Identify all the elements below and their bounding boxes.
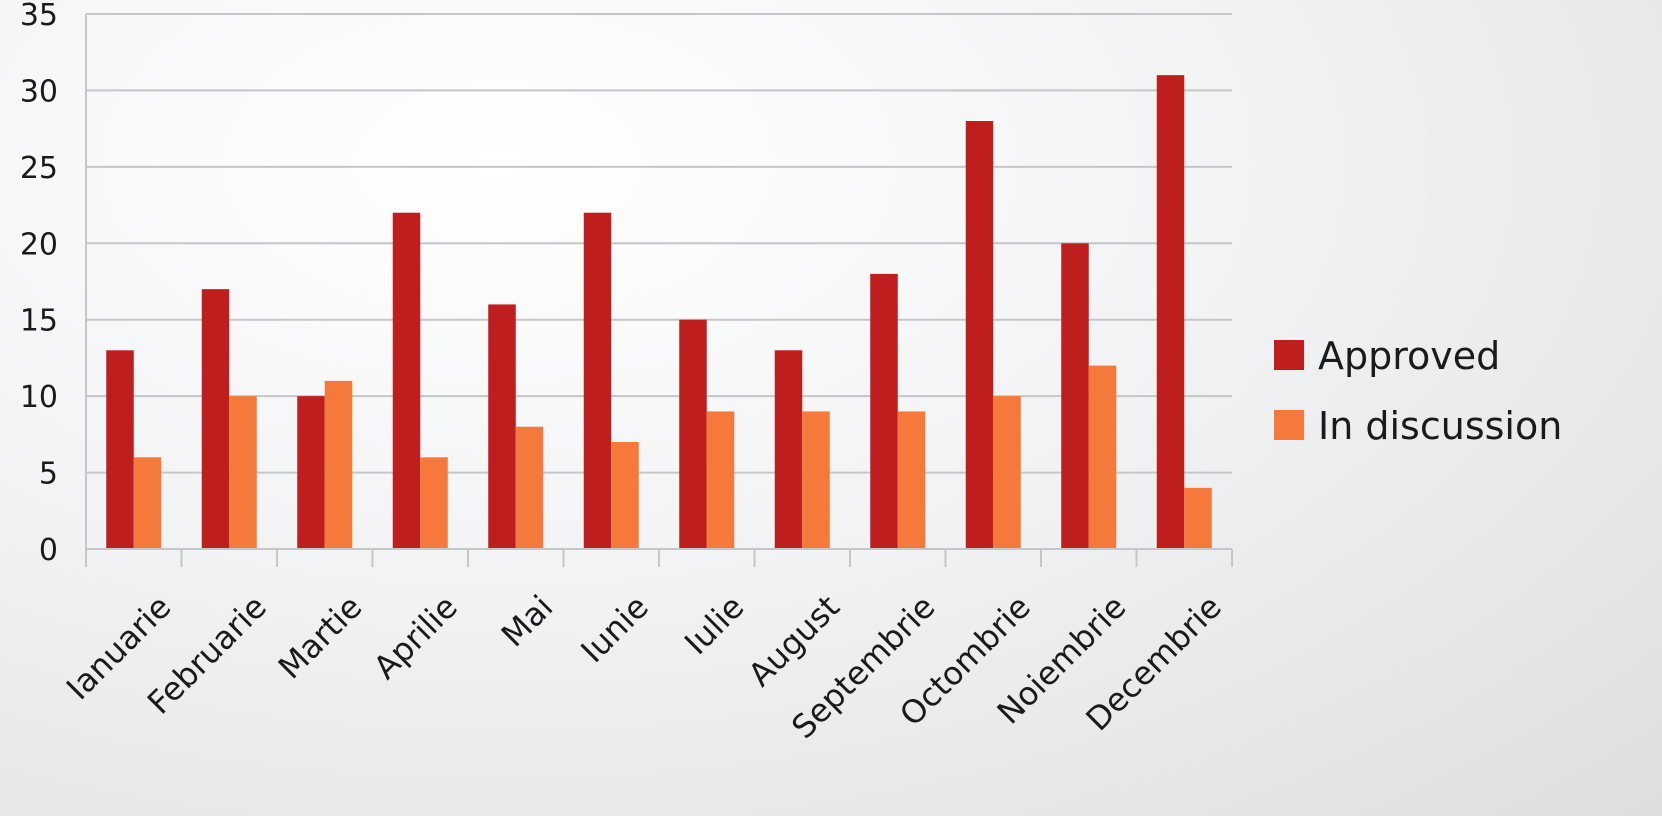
- bar-in-discussion: [229, 396, 257, 549]
- bar-approved: [488, 304, 516, 549]
- y-tick-label: 25: [20, 151, 58, 186]
- bar-approved: [870, 273, 898, 549]
- bar-approved: [965, 121, 994, 549]
- x-category-label: Aprilie: [366, 588, 465, 687]
- grid-lines: [86, 13, 1232, 474]
- x-category-label: Iunie: [573, 588, 655, 670]
- y-tick-label: 15: [20, 304, 58, 339]
- bar-in-discussion: [611, 442, 639, 549]
- legend-swatch: [1274, 340, 1304, 370]
- legend-item: In discussion: [1274, 404, 1562, 448]
- bar-approved: [679, 319, 707, 549]
- y-axis-tick-labels: 0 5 10 15 20 25 30 35: [20, 0, 58, 568]
- legend-swatch: [1274, 410, 1304, 440]
- x-category-label: Martie: [271, 588, 370, 687]
- bar-in-discussion: [1184, 487, 1212, 549]
- bar-approved: [1061, 243, 1089, 550]
- bar-in-discussion: [515, 426, 544, 549]
- y-tick-label: 5: [39, 457, 58, 492]
- bar-in-discussion: [420, 457, 448, 549]
- x-category-label: Mai: [494, 588, 561, 655]
- x-category-label: Iulie: [677, 588, 751, 662]
- bar-in-discussion: [993, 396, 1021, 549]
- legend: Approved In discussion: [1274, 334, 1562, 448]
- bar-approved: [1156, 75, 1185, 550]
- x-axis: [85, 14, 1233, 567]
- y-tick-label: 35: [20, 0, 58, 33]
- bars: [106, 75, 1212, 550]
- bar-in-discussion: [133, 457, 162, 549]
- y-tick-label: 20: [20, 227, 58, 262]
- legend-item: Approved: [1274, 334, 1500, 378]
- bar-in-discussion: [897, 411, 926, 549]
- bar-in-discussion: [706, 411, 735, 549]
- bar-approved: [774, 350, 803, 549]
- y-tick-label: 10: [20, 380, 58, 415]
- legend-label: In discussion: [1318, 404, 1562, 448]
- bar-approved: [297, 396, 325, 549]
- legend-label: Approved: [1318, 334, 1500, 378]
- y-tick-label: 30: [20, 74, 58, 109]
- bar-approved: [106, 350, 134, 549]
- bar-approved: [201, 289, 230, 549]
- bar-approved: [583, 212, 612, 549]
- bar-in-discussion: [324, 380, 353, 549]
- bar-in-discussion: [802, 411, 830, 549]
- bar-in-discussion: [1088, 365, 1117, 549]
- y-tick-label: 0: [39, 533, 58, 568]
- bar-approved: [392, 212, 421, 549]
